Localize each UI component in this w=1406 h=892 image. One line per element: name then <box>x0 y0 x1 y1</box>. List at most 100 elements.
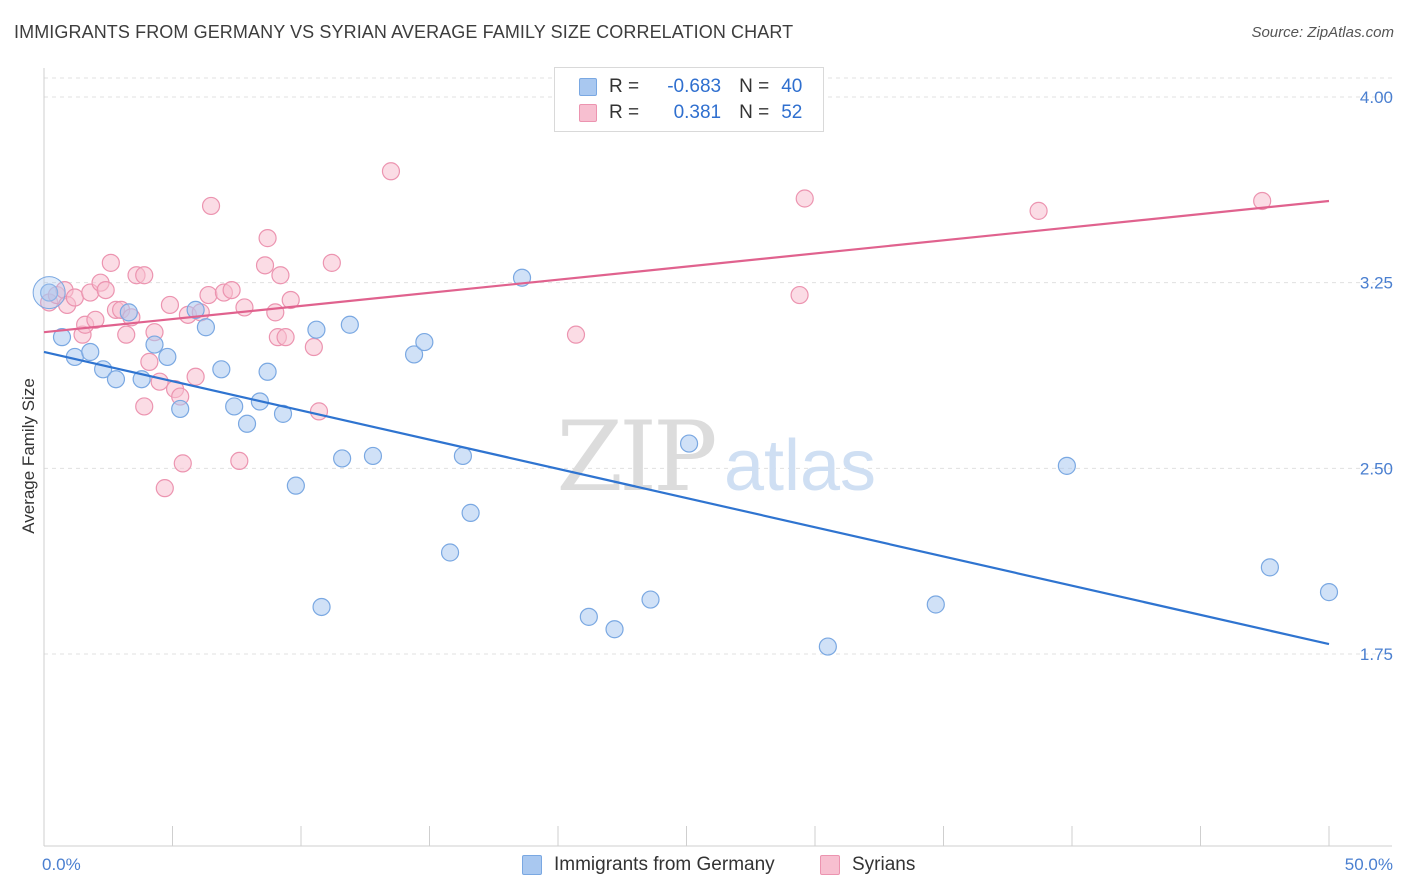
y-tick-label: 4.00 <box>1360 88 1393 107</box>
watermark-zip: ZIP <box>556 401 715 513</box>
syrians-point <box>381 162 401 181</box>
germany-point <box>212 360 231 379</box>
syrians-point <box>117 325 136 344</box>
bottom-legend-swatch-germany <box>522 855 542 875</box>
y-tick-label: 3.25 <box>1360 274 1393 293</box>
germany-point <box>461 503 480 522</box>
syrians-point <box>173 454 192 473</box>
germany-point <box>579 607 598 626</box>
germany-point <box>1260 558 1279 577</box>
germany-point <box>52 328 72 347</box>
syrians-point <box>160 295 180 315</box>
syrians-point <box>65 288 84 307</box>
legend-n-label: N = <box>739 76 770 97</box>
germany-point <box>307 320 326 339</box>
syrians-point <box>230 451 249 471</box>
legend-row-syrians: R = 0.381 N = 52 <box>579 101 802 125</box>
syrians-trend-line <box>43 199 1330 334</box>
germany-point <box>32 276 66 310</box>
germany-point <box>145 335 164 354</box>
germany-points <box>32 268 1339 656</box>
syrians-point <box>201 196 221 216</box>
germany-point <box>1319 583 1339 602</box>
germany-point <box>158 347 177 367</box>
syrians-point <box>186 367 205 386</box>
syrians-point <box>101 253 120 272</box>
germany-point <box>40 283 59 302</box>
germany-point <box>258 362 277 381</box>
legend-r-value: 0.381 <box>673 102 722 123</box>
germany-point <box>926 595 945 614</box>
germany-point <box>286 476 305 495</box>
germany-point <box>333 449 352 468</box>
y-tick-label: 1.75 <box>1360 645 1393 664</box>
germany-trend-line <box>43 350 1330 646</box>
germany-point <box>106 370 126 389</box>
germany-point <box>171 399 190 419</box>
bottom-legend-label-germany: Immigrants from Germany <box>554 854 775 875</box>
syrians-point <box>1253 191 1272 211</box>
axes <box>43 68 1392 847</box>
syrians-point <box>150 372 169 391</box>
syrians-point <box>96 280 115 300</box>
syrians-point <box>199 285 218 305</box>
germany-point <box>81 342 100 362</box>
syrians-point <box>255 256 275 275</box>
syrians-point <box>155 479 174 498</box>
legend-row-germany: R = -0.683 N = 40 <box>579 75 802 99</box>
germany-point <box>605 620 624 639</box>
syrians-point <box>309 402 329 421</box>
x-tick-label: 50.0% <box>1345 855 1393 874</box>
syrians-point <box>86 310 105 329</box>
germany-point <box>679 434 699 453</box>
bottom-legend-label-syrians: Syrians <box>852 854 916 875</box>
y-tick-label: 2.50 <box>1360 459 1393 478</box>
grid-lines <box>44 77 1392 655</box>
germany-point <box>196 318 216 337</box>
watermark-atlas: atlas <box>724 426 876 506</box>
germany-point <box>225 397 244 416</box>
chart-title: IMMIGRANTS FROM GERMANY VS SYRIAN AVERAG… <box>14 22 794 42</box>
germany-point <box>363 446 383 466</box>
legend-n-label: N = <box>739 102 770 123</box>
germany-point <box>440 543 460 562</box>
x-tick-label: 0.0% <box>42 855 81 874</box>
syrians-point <box>135 397 154 416</box>
correlation-legend: R = -0.683 N = 40 R = 0.381 N = 52 <box>554 67 824 132</box>
germany-point <box>415 332 434 352</box>
syrians-point <box>271 266 290 285</box>
legend-n-value: 40 <box>781 76 803 97</box>
germany-point <box>1057 456 1076 475</box>
watermark: ZIP atlas <box>556 401 876 513</box>
trend-lines <box>43 199 1330 646</box>
legend-swatch-germany <box>579 78 597 96</box>
syrians-point <box>1029 201 1048 220</box>
syrians-point <box>258 229 277 248</box>
syrians-point <box>266 303 285 322</box>
legend-r-label: R = <box>609 102 640 123</box>
syrians-point <box>566 325 586 344</box>
legend-r-label: R = <box>609 76 640 97</box>
legend-swatch-syrians <box>579 104 597 122</box>
germany-point <box>404 345 424 364</box>
syrians-point <box>222 280 241 300</box>
germany-point <box>237 414 257 433</box>
bottom-legend-germany: Immigrants from Germany <box>522 852 775 878</box>
source-label: Source: ZipAtlas.com <box>1251 24 1394 41</box>
germany-point <box>186 300 205 319</box>
germany-point <box>340 315 359 334</box>
germany-point <box>453 446 473 466</box>
syrians-point <box>304 337 323 357</box>
syrians-point <box>795 189 814 208</box>
syrians-point <box>790 285 809 305</box>
germany-point <box>641 590 660 609</box>
legend-n-value: 52 <box>781 102 803 123</box>
syrians-point <box>281 290 300 310</box>
syrians-point <box>276 328 295 347</box>
germany-point <box>119 303 138 322</box>
germany-point <box>818 637 837 656</box>
bottom-legend-swatch-syrians <box>820 855 840 875</box>
bottom-legend-syrians: Syrians <box>820 852 915 878</box>
y-axis-title: Average Family Size <box>19 378 38 534</box>
